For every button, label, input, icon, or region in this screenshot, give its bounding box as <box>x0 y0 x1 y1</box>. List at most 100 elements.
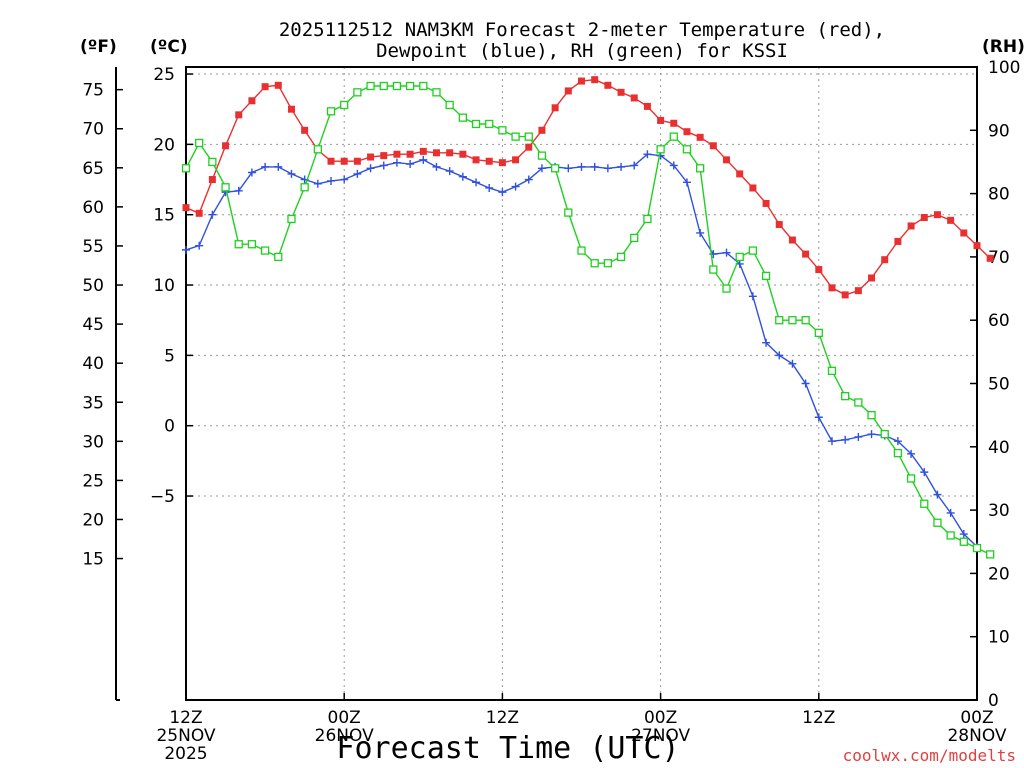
temperature-point <box>538 126 546 134</box>
temperature-point <box>446 149 454 157</box>
rh-point <box>445 100 454 110</box>
rh-point <box>458 113 468 122</box>
fahrenheit-tick-label: 35 <box>82 393 104 413</box>
temperature-point <box>367 153 375 161</box>
temperature-point <box>788 236 796 244</box>
rh-point <box>972 543 982 553</box>
temperature-point <box>802 250 810 258</box>
dewpoint-point <box>590 162 599 171</box>
celsius-tick-label: 20 <box>153 135 175 155</box>
rh-point <box>854 398 863 407</box>
temperature-point <box>933 211 941 219</box>
temperature-point <box>630 94 638 102</box>
fahrenheit-tick-label: 65 <box>82 159 104 179</box>
rh-tick-label: 70 <box>988 248 1010 268</box>
temperature-point <box>854 287 862 295</box>
dewpoint-point <box>432 162 441 171</box>
dewpoint-point <box>261 162 270 171</box>
dewpoint-point <box>682 178 691 187</box>
celsius-tick-label: 0 <box>164 417 175 437</box>
rh-point <box>775 316 784 325</box>
rh-point <box>366 81 375 91</box>
dewpoint-point <box>946 508 955 517</box>
rh-point <box>221 183 230 192</box>
chart-title-line1: 2025112512 NAM3KM Forecast 2-meter Tempe… <box>279 19 885 41</box>
dewpoint-point <box>208 210 217 219</box>
rh-point <box>564 208 573 217</box>
fahrenheit-unit-label: (ºF) <box>80 37 117 57</box>
temperature-point <box>498 159 506 167</box>
fahrenheit-tick-label: 40 <box>82 354 104 374</box>
dewpoint-point <box>274 162 283 171</box>
dewpoint-point <box>907 449 916 458</box>
temperature-point <box>419 147 427 155</box>
dewpoint-point <box>406 160 415 169</box>
rh-point <box>208 157 217 167</box>
rh-unit-label: (RH) <box>982 37 1024 57</box>
dewpoint-point <box>498 188 507 197</box>
rh-point <box>287 214 296 224</box>
rh-point <box>959 537 968 546</box>
fahrenheit-tick-label: 50 <box>82 276 104 296</box>
temperature-point <box>907 222 915 230</box>
dewpoint-point <box>814 413 823 422</box>
rh-point <box>616 252 626 262</box>
celsius-tick-label: 25 <box>153 65 175 85</box>
dewpoint-point <box>893 437 902 446</box>
temperature-point <box>235 111 243 119</box>
fahrenheit-tick-label: 60 <box>82 198 104 218</box>
rh-point <box>893 448 903 458</box>
x-tick-label: 26NOV <box>315 726 374 746</box>
rh-point <box>524 132 533 141</box>
dewpoint-point <box>340 175 349 184</box>
temperature-point <box>947 216 955 224</box>
rh-point <box>696 164 705 173</box>
axes: 757065605550454035302520152520151050−510… <box>82 58 1020 711</box>
dewpoint-point <box>524 175 533 184</box>
rh-point <box>788 316 797 325</box>
temperature-point <box>564 87 572 95</box>
chart-title-line2: Dewpoint (blue), RH (green) for KSSI <box>376 40 788 62</box>
temperature-point <box>261 83 269 91</box>
rh-tick-label: 30 <box>988 501 1010 521</box>
x-tick-label: 27NOV <box>631 726 690 746</box>
x-tick-label: 00Z <box>328 708 361 728</box>
rh-point <box>471 119 481 129</box>
rh-point <box>682 145 692 154</box>
series-dewpoint <box>182 150 981 551</box>
temperature-point <box>973 242 981 250</box>
temperature-point <box>723 156 731 164</box>
rh-point <box>313 145 322 154</box>
celsius-tick-label: 10 <box>153 276 175 296</box>
celsius-tick-label: 5 <box>164 346 175 366</box>
temperature-point <box>920 214 928 222</box>
rh-point <box>419 81 428 91</box>
temperature-point <box>762 199 770 207</box>
dewpoint-point <box>788 359 797 368</box>
temperature-point <box>432 149 440 157</box>
dewpoint-point <box>445 167 454 176</box>
rh-tick-label: 60 <box>988 311 1010 331</box>
rh-point <box>761 271 771 281</box>
rh-point <box>300 183 309 192</box>
rh-point <box>353 88 362 97</box>
dewpoint-point <box>511 182 520 191</box>
x-axis-title: Forecast Time (UTC) <box>336 731 679 766</box>
dewpoint-point <box>472 178 481 187</box>
celsius-tick-label: 15 <box>153 206 175 226</box>
x-tick-label: 12Z <box>169 708 202 728</box>
rh-point <box>841 392 850 401</box>
rh-point <box>920 499 929 508</box>
dewpoint-point <box>854 432 863 441</box>
rh-point <box>722 284 731 293</box>
temperature-point <box>459 150 467 158</box>
dewpoint-point <box>748 292 757 301</box>
rh-point <box>537 151 547 160</box>
temperature-point <box>393 150 401 158</box>
dewpoint-point <box>841 435 850 444</box>
temperature-point <box>472 156 480 164</box>
rh-point <box>801 316 810 325</box>
rh-point <box>867 410 876 420</box>
dewpoint-point <box>722 248 731 257</box>
